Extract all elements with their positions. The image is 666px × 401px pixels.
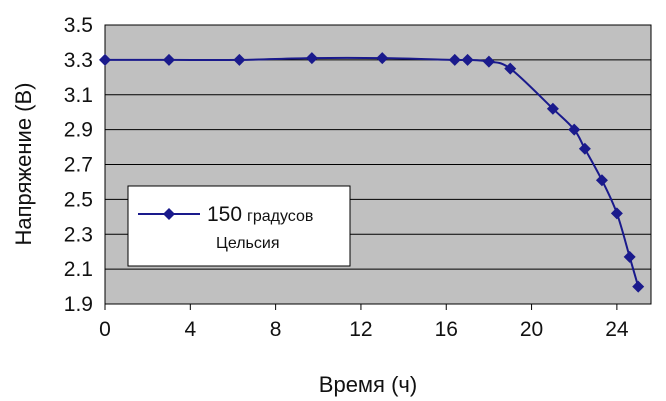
legend-marker (163, 208, 175, 220)
data-point-14 (623, 250, 636, 263)
x-tick-label-4: 4 (184, 318, 196, 341)
x-tick-label-20: 20 (520, 318, 543, 341)
x-tick-labels: 0 4 8 12 16 20 24 (99, 318, 629, 341)
x-axis-label: Время (ч) (319, 372, 417, 397)
y-tick-label-2.9: 2.9 (64, 119, 93, 142)
legend-unit: градусов (247, 208, 313, 225)
data-point-3 (305, 52, 318, 65)
data-point-1 (162, 53, 175, 66)
data-point-7 (482, 55, 495, 68)
data-point-11 (578, 142, 591, 155)
x-tick-label-0: 0 (99, 318, 111, 341)
x-tick-label-8: 8 (270, 318, 282, 341)
y-tick-labels: 1.9 2.1 2.3 2.5 2.7 2.9 3.1 3.3 3.5 (64, 14, 93, 316)
y-tick-label-2.3: 2.3 (64, 223, 93, 246)
legend-line2: Цельсия (216, 235, 279, 252)
y-tick-label-3.1: 3.1 (64, 84, 93, 107)
data-point-6 (461, 53, 474, 66)
y-tick-label-2.5: 2.5 (64, 188, 93, 211)
y-tick-label-3.3: 3.3 (64, 49, 93, 72)
y-axis-label: Напряжение (В) (11, 82, 36, 245)
data-point-4 (376, 52, 389, 65)
series-points (99, 52, 645, 293)
legend-box (127, 185, 351, 267)
data-point-12 (595, 174, 608, 187)
x-tick-marks (104, 304, 618, 310)
data-point-10 (568, 123, 581, 136)
y-tick-label-2.1: 2.1 (64, 258, 93, 281)
data-point-0 (99, 53, 111, 66)
x-tick-label-24: 24 (605, 318, 629, 341)
x-tick-label-16: 16 (435, 318, 458, 341)
x-tick-label-12: 12 (349, 318, 372, 341)
data-point-5 (448, 53, 461, 66)
y-tick-label-3.5: 3.5 (64, 14, 93, 37)
data-point-9 (546, 102, 559, 115)
y-tick-label-2.7: 2.7 (64, 154, 93, 177)
data-point-15 (632, 280, 645, 293)
data-point-13 (610, 207, 623, 220)
y-tick-label-1.9: 1.9 (64, 293, 93, 316)
data-point-2 (233, 53, 246, 66)
data-point-8 (504, 62, 517, 75)
legend-number: 150 (207, 203, 242, 226)
legend: 150 градусов Цельсия (127, 185, 351, 267)
